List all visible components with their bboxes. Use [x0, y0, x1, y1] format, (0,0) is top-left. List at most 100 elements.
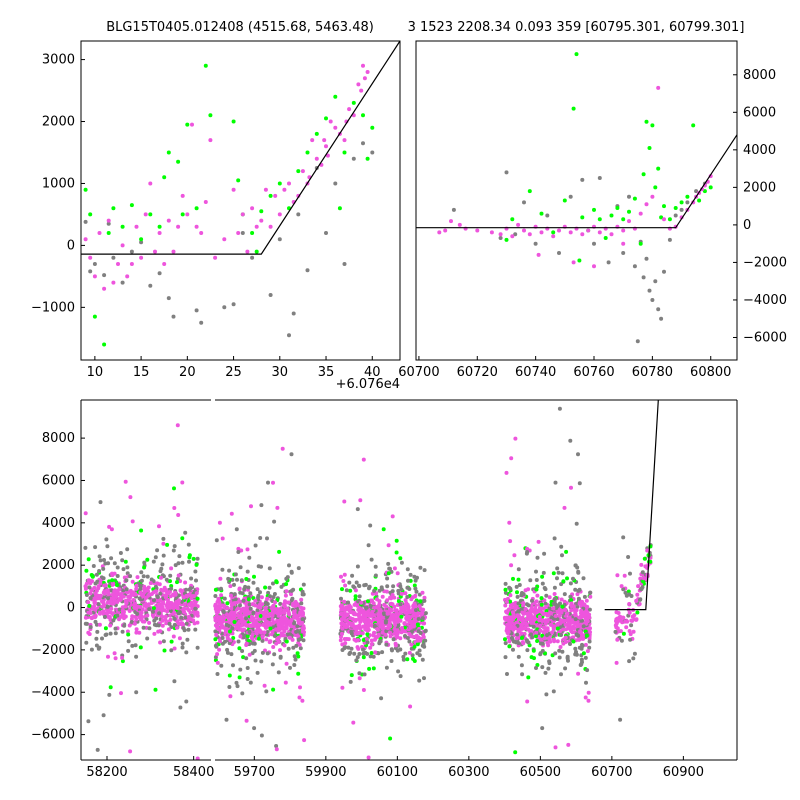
- data-point: [369, 638, 374, 643]
- data-point: [504, 170, 509, 175]
- data-point: [245, 666, 250, 670]
- data-point: [403, 634, 407, 638]
- data-point: [357, 611, 362, 616]
- data-point: [551, 234, 556, 239]
- data-point: [416, 617, 421, 621]
- data-point: [523, 607, 528, 612]
- data-point: [129, 262, 134, 266]
- data-point: [222, 596, 227, 601]
- data-point: [537, 618, 542, 623]
- data-point: [561, 579, 566, 584]
- data-point: [108, 631, 113, 636]
- data-point: [292, 609, 296, 614]
- data-point: [354, 658, 359, 663]
- data-point: [393, 646, 398, 651]
- x-tick-label: 40: [364, 365, 381, 380]
- data-point: [337, 206, 342, 211]
- data-point: [102, 558, 106, 562]
- data-point: [171, 249, 176, 254]
- data-point: [160, 618, 165, 623]
- data-point: [343, 641, 348, 646]
- data-point: [134, 654, 139, 659]
- data-point: [245, 634, 250, 639]
- data-point: [521, 601, 526, 606]
- data-point: [83, 545, 88, 550]
- data-point: [247, 602, 252, 607]
- data-point: [634, 617, 639, 622]
- data-point: [172, 646, 177, 651]
- data-point: [626, 555, 631, 559]
- data-point: [544, 604, 549, 609]
- data-point: [219, 663, 224, 668]
- data-point: [373, 564, 378, 569]
- data-point: [265, 651, 270, 656]
- data-point: [399, 591, 404, 596]
- data-point: [244, 656, 249, 661]
- data-point: [105, 604, 110, 609]
- data-point: [116, 262, 120, 266]
- data-point: [368, 603, 373, 608]
- data-point: [346, 600, 351, 605]
- data-point: [568, 581, 573, 586]
- panel-mid: −6000 −4000 −2000 0 2000 4000 6000 8000 60700 607…: [398, 40, 787, 380]
- data-point: [585, 649, 590, 654]
- data-point: [157, 524, 161, 529]
- data-point: [361, 113, 365, 118]
- data-point: [142, 603, 147, 608]
- data-point: [139, 578, 144, 583]
- data-point: [255, 670, 260, 675]
- data-point: [236, 550, 241, 554]
- data-point: [565, 576, 569, 581]
- data-point: [673, 213, 678, 218]
- data-point: [244, 623, 249, 628]
- data-point: [272, 519, 277, 524]
- data-point: [156, 602, 161, 607]
- data-point: [88, 611, 93, 616]
- data-point: [286, 600, 291, 605]
- data-point: [587, 607, 592, 612]
- data-point: [113, 656, 118, 661]
- data-point: [502, 615, 507, 620]
- data-point: [215, 606, 220, 611]
- data-point: [161, 639, 166, 644]
- data-point: [575, 620, 580, 624]
- data-point: [160, 562, 165, 567]
- data-point: [134, 224, 139, 229]
- data-point: [296, 169, 301, 174]
- data-point: [106, 221, 111, 226]
- data-point: [408, 572, 413, 577]
- data-point: [139, 240, 144, 245]
- data-point: [225, 635, 230, 640]
- data-point: [223, 630, 228, 635]
- data-point: [260, 638, 265, 643]
- data-point: [597, 217, 602, 222]
- data-point: [176, 224, 181, 229]
- data-point: [293, 603, 298, 608]
- data-point: [126, 632, 131, 637]
- data-point: [295, 624, 300, 629]
- data-point: [115, 583, 119, 587]
- data-point: [564, 549, 569, 554]
- data-point: [418, 606, 423, 611]
- data-point: [635, 339, 640, 344]
- data-point: [517, 628, 522, 633]
- data-point: [148, 581, 153, 586]
- data-point: [245, 249, 250, 254]
- data-point: [295, 651, 300, 656]
- data-point: [271, 581, 275, 586]
- data-point: [417, 648, 422, 653]
- data-point: [135, 611, 140, 616]
- data-point: [375, 597, 379, 602]
- data-point: [576, 633, 581, 638]
- data-point: [371, 666, 376, 671]
- data-point: [347, 607, 352, 612]
- data-point: [420, 616, 425, 621]
- data-point: [283, 599, 287, 604]
- data-point: [166, 296, 171, 301]
- data-point: [155, 594, 160, 599]
- data-point: [363, 650, 368, 655]
- data-point: [516, 654, 521, 659]
- data-point: [296, 212, 301, 217]
- data-point: [286, 646, 291, 651]
- data-point: [702, 189, 707, 194]
